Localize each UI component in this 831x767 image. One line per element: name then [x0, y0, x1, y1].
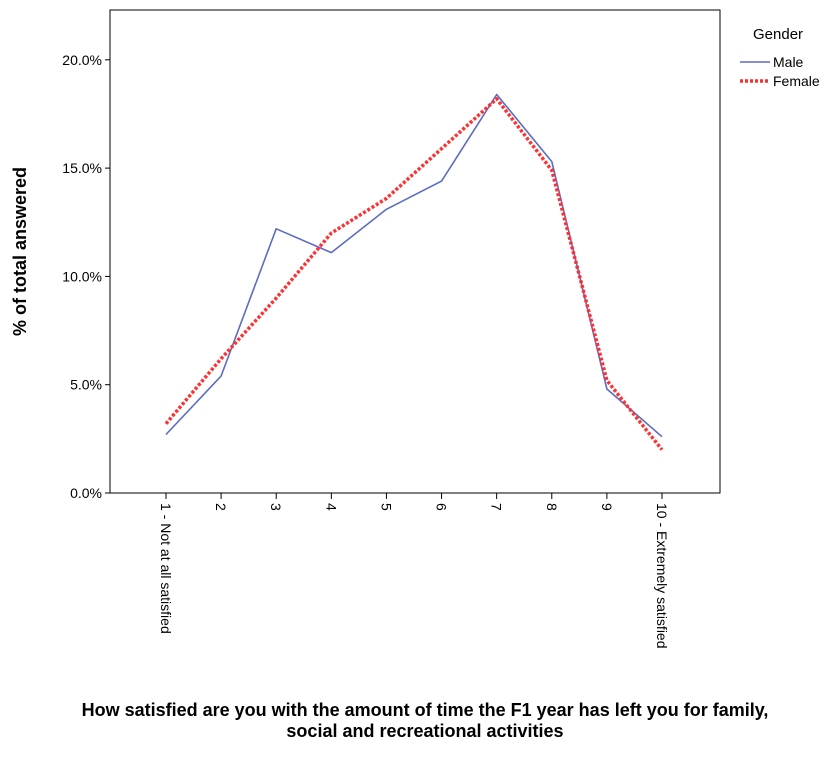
- series-line-female: [164, 97, 664, 451]
- x-tick-label: 10 - Extremely satisfied: [654, 503, 670, 649]
- series-layer: [164, 93, 664, 451]
- x-tick-label: 6: [434, 503, 450, 511]
- x-tick-label: 5: [378, 503, 394, 511]
- y-tick-label: 20.0%: [62, 52, 102, 68]
- x-tick-label: 1 - Not at all satisfied: [158, 503, 174, 634]
- x-tick-label: 7: [489, 503, 505, 511]
- x-tick-label: 3: [268, 503, 284, 511]
- x-tick-label: 8: [544, 503, 560, 511]
- y-tick-label: 10.0%: [62, 268, 102, 284]
- y-axis: 0.0% 5.0% 10.0% 15.0% 20.0%: [62, 52, 110, 501]
- x-axis-label: How satisfied are you with the amount of…: [81, 700, 769, 741]
- x-tick-label: 4: [323, 503, 339, 511]
- legend-title: Gender: [753, 26, 803, 43]
- y-tick-label: 0.0%: [70, 485, 102, 501]
- x-axis: 1 - Not at all satisfied 2 3 4 5 6 7 8 9 10 - Ext…: [158, 493, 670, 649]
- plot-frame: [109, 9, 721, 494]
- y-axis-label: % of total answered: [10, 167, 30, 336]
- y-tick-label: 15.0%: [62, 160, 102, 176]
- x-tick-label: 2: [213, 503, 229, 511]
- y-tick-label: 5.0%: [70, 377, 102, 393]
- x-tick-label: 9: [599, 503, 615, 511]
- legend-label-male: Male: [773, 54, 804, 70]
- legend-label-female: Female: [773, 73, 820, 89]
- series-line-male: [165, 93, 663, 438]
- legend: Gender Male Female: [740, 26, 820, 89]
